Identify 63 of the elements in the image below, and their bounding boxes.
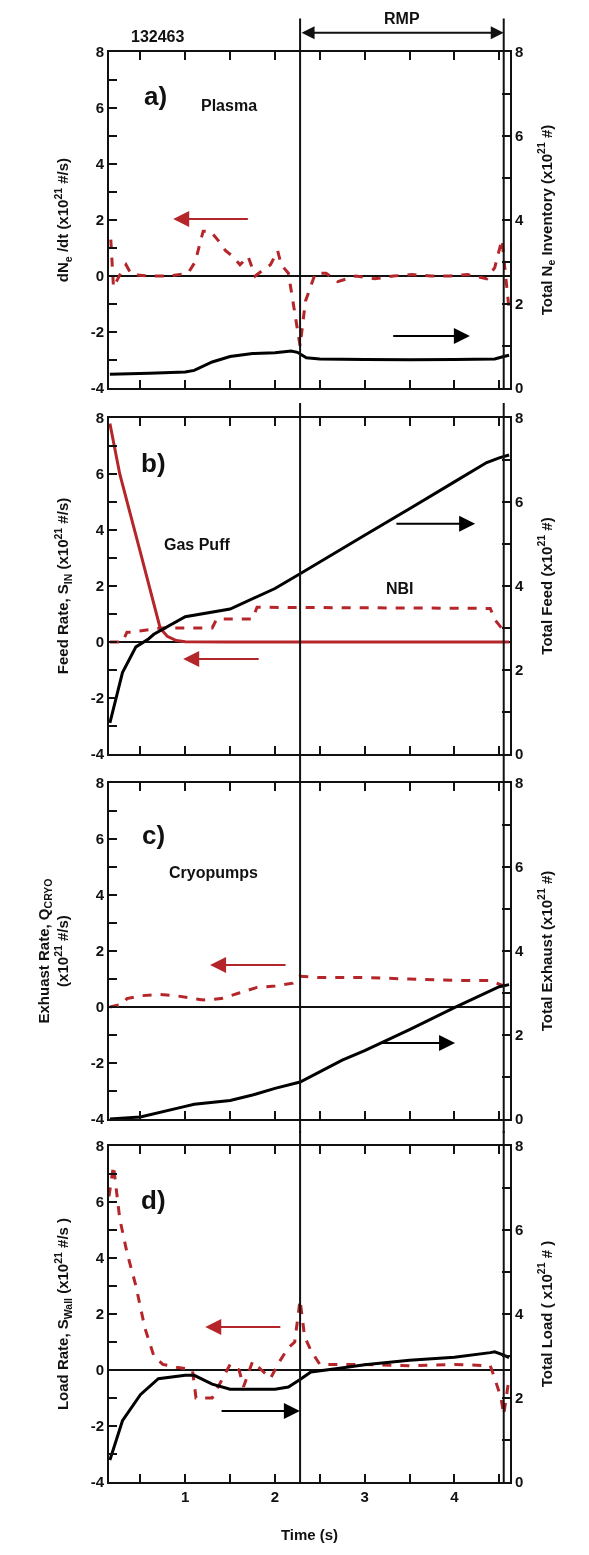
y-tick-label: 2	[95, 1305, 104, 1323]
y-tick-label: 6	[95, 465, 104, 483]
y-tick-label: 6	[95, 830, 104, 848]
y-tick-label: 4	[95, 521, 105, 539]
y-tick-label: -2	[90, 689, 104, 707]
y-tick-label: -2	[90, 1417, 104, 1435]
y-tick-label: 4	[95, 886, 105, 904]
annotation: d)	[141, 1185, 166, 1215]
y2-tick-label: 2	[515, 295, 524, 313]
y-tick-label: 8	[95, 1137, 104, 1155]
y-tick-label: -4	[90, 745, 105, 763]
y2-tick-label: 0	[515, 1473, 524, 1491]
y2-tick-label: 6	[515, 1221, 524, 1239]
annotation: a)	[144, 81, 168, 111]
y-tick-label: 8	[95, 43, 104, 61]
y2-tick-label: 8	[515, 1137, 524, 1155]
y2-tick-label: 8	[515, 409, 524, 427]
y-tick-label: 6	[95, 99, 104, 117]
y-tick-label: -2	[90, 1054, 104, 1072]
y2-tick-label: 8	[515, 774, 524, 792]
y2-tick-label: 0	[515, 1110, 524, 1128]
y-tick-label: 8	[95, 774, 104, 792]
y2-tick-label: 2	[515, 661, 524, 679]
y2-tick-label: 4	[515, 211, 524, 229]
y2-tick-label: 2	[515, 1026, 524, 1044]
y-tick-label: 2	[95, 211, 104, 229]
annotation: Plasma	[201, 97, 258, 114]
y-tick-label: -4	[90, 379, 105, 397]
annotation: b)	[141, 448, 166, 478]
y-tick-label: 2	[95, 942, 104, 960]
y2-tick-label: 0	[515, 745, 524, 763]
text: 132463	[131, 28, 185, 45]
y2-tick-label: 6	[515, 493, 524, 511]
y-tick-label: 8	[95, 409, 104, 427]
y2-tick-label: 2	[515, 1389, 524, 1407]
y2-tick-label: 6	[515, 127, 524, 145]
y-tick-label: -4	[90, 1110, 105, 1128]
y2-tick-label: 4	[515, 1305, 524, 1323]
y-tick-label: -4	[90, 1473, 105, 1491]
annotation: Gas Puff	[164, 536, 231, 553]
y2-tick-label: 6	[515, 858, 524, 876]
y-tick-label: -2	[90, 323, 104, 341]
y2-tick-label: 0	[515, 379, 524, 397]
y-tick-label: 0	[95, 1361, 104, 1379]
y-tick-label: 6	[95, 1193, 104, 1211]
x-tick-label: 3	[360, 1488, 369, 1505]
x-tick-label: 4	[450, 1488, 460, 1505]
y-tick-label: 2	[95, 577, 104, 595]
x-tick-label: 1	[181, 1488, 190, 1505]
annotation: NBI	[386, 580, 414, 597]
y2-tick-label: 4	[515, 942, 524, 960]
y-tick-label: 0	[95, 998, 104, 1016]
annotation: c)	[142, 820, 166, 850]
x-axis-title: Time (s)	[280, 1525, 339, 1543]
annotation: Cryopumps	[169, 864, 258, 881]
y-tick-label: 4	[95, 155, 105, 173]
y-tick-label: 0	[95, 633, 104, 651]
y-tick-label: 4	[95, 1249, 105, 1267]
text: RMP	[384, 10, 420, 27]
x-tick-label: 2	[270, 1488, 280, 1505]
y2-tick-label: 8	[515, 43, 524, 61]
y-tick-label: 0	[95, 267, 104, 285]
y2-tick-label: 4	[515, 577, 524, 595]
